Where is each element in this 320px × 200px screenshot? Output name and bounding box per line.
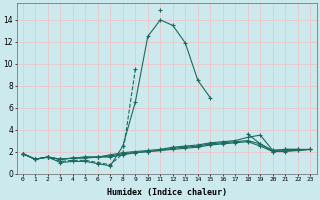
X-axis label: Humidex (Indice chaleur): Humidex (Indice chaleur) — [107, 188, 227, 197]
